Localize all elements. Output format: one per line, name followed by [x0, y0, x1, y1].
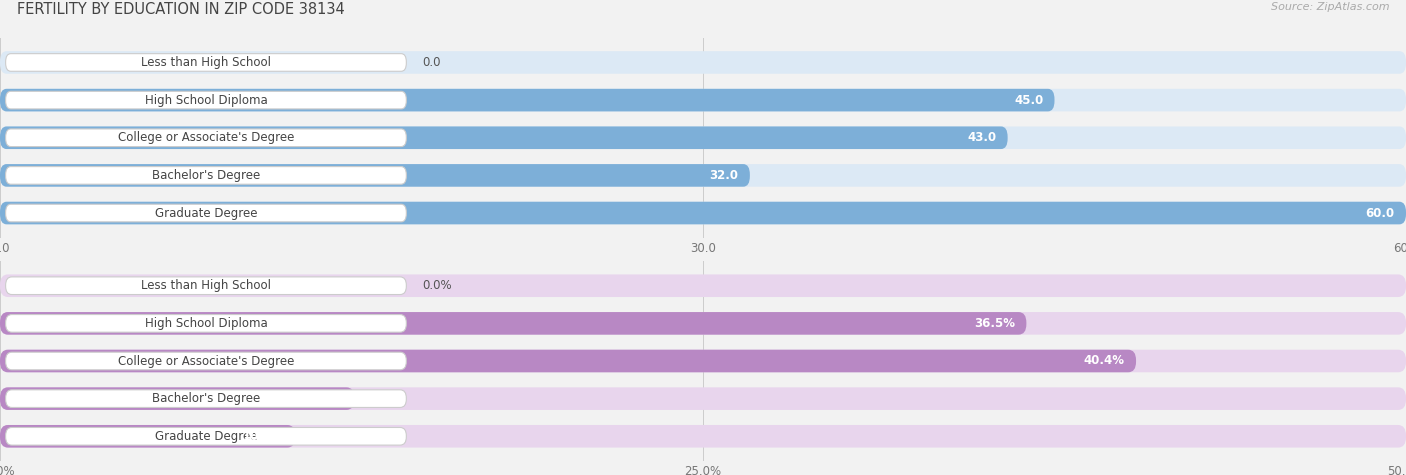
FancyBboxPatch shape — [0, 275, 1406, 297]
FancyBboxPatch shape — [0, 350, 1136, 372]
FancyBboxPatch shape — [0, 387, 354, 410]
FancyBboxPatch shape — [0, 425, 295, 447]
Text: Graduate Degree: Graduate Degree — [155, 430, 257, 443]
FancyBboxPatch shape — [0, 89, 1406, 112]
Text: 45.0: 45.0 — [1014, 94, 1043, 106]
FancyBboxPatch shape — [6, 129, 406, 147]
Text: Source: ZipAtlas.com: Source: ZipAtlas.com — [1271, 2, 1389, 12]
Text: 36.5%: 36.5% — [974, 317, 1015, 330]
FancyBboxPatch shape — [6, 428, 406, 445]
FancyBboxPatch shape — [0, 387, 1406, 410]
Text: 0.0: 0.0 — [422, 56, 440, 69]
FancyBboxPatch shape — [0, 202, 1406, 224]
FancyBboxPatch shape — [0, 425, 1406, 447]
Text: 0.0%: 0.0% — [422, 279, 451, 292]
Text: College or Associate's Degree: College or Associate's Degree — [118, 354, 294, 368]
Text: Less than High School: Less than High School — [141, 56, 271, 69]
FancyBboxPatch shape — [0, 350, 1406, 372]
Text: High School Diploma: High School Diploma — [145, 94, 267, 106]
FancyBboxPatch shape — [0, 164, 1406, 187]
FancyBboxPatch shape — [0, 126, 1406, 149]
Text: High School Diploma: High School Diploma — [145, 317, 267, 330]
FancyBboxPatch shape — [0, 202, 1406, 224]
FancyBboxPatch shape — [0, 51, 1406, 74]
Text: 32.0: 32.0 — [710, 169, 738, 182]
FancyBboxPatch shape — [6, 204, 406, 222]
FancyBboxPatch shape — [6, 167, 406, 184]
FancyBboxPatch shape — [6, 352, 406, 370]
Text: Bachelor's Degree: Bachelor's Degree — [152, 392, 260, 405]
FancyBboxPatch shape — [0, 312, 1406, 335]
FancyBboxPatch shape — [0, 89, 1054, 112]
Text: Bachelor's Degree: Bachelor's Degree — [152, 169, 260, 182]
Text: 60.0: 60.0 — [1365, 207, 1395, 219]
FancyBboxPatch shape — [0, 126, 1008, 149]
FancyBboxPatch shape — [6, 314, 406, 332]
Text: 43.0: 43.0 — [967, 131, 997, 144]
FancyBboxPatch shape — [0, 312, 1026, 335]
Text: Less than High School: Less than High School — [141, 279, 271, 292]
Text: 10.5%: 10.5% — [243, 430, 284, 443]
Text: 40.4%: 40.4% — [1084, 354, 1125, 368]
FancyBboxPatch shape — [6, 91, 406, 109]
FancyBboxPatch shape — [6, 277, 406, 294]
Text: College or Associate's Degree: College or Associate's Degree — [118, 131, 294, 144]
FancyBboxPatch shape — [6, 54, 406, 71]
FancyBboxPatch shape — [6, 390, 406, 408]
Text: 12.6%: 12.6% — [302, 392, 343, 405]
Text: FERTILITY BY EDUCATION IN ZIP CODE 38134: FERTILITY BY EDUCATION IN ZIP CODE 38134 — [17, 2, 344, 18]
Text: Graduate Degree: Graduate Degree — [155, 207, 257, 219]
FancyBboxPatch shape — [0, 164, 749, 187]
